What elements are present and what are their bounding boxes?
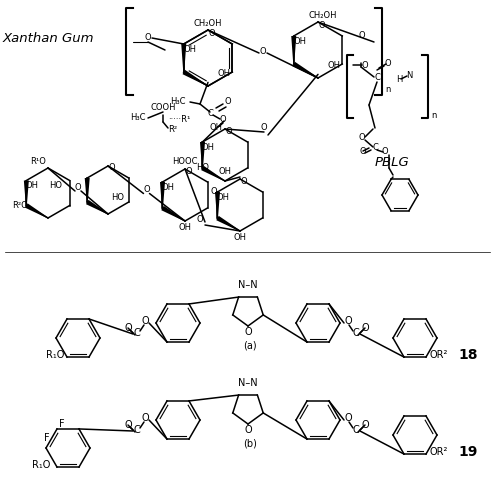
Text: OH: OH	[234, 234, 247, 242]
Polygon shape	[161, 206, 185, 222]
Text: O: O	[141, 316, 149, 326]
Polygon shape	[293, 62, 318, 78]
Text: R₁O: R₁O	[32, 460, 50, 470]
Text: OH: OH	[184, 45, 197, 54]
Text: O: O	[210, 188, 217, 196]
Text: H₃C: H₃C	[130, 114, 146, 122]
Text: OH: OH	[179, 224, 192, 232]
Text: C: C	[352, 328, 359, 338]
Text: n: n	[431, 112, 437, 120]
Polygon shape	[200, 142, 205, 168]
Polygon shape	[291, 36, 296, 64]
Text: O: O	[109, 164, 115, 172]
Text: O: O	[344, 413, 352, 423]
Text: N: N	[406, 70, 412, 80]
Text: N–N: N–N	[238, 378, 258, 388]
Text: O: O	[361, 323, 369, 333]
Polygon shape	[160, 182, 165, 208]
Text: O: O	[319, 20, 325, 30]
Text: R²: R²	[168, 126, 177, 134]
Text: ·····R¹: ·····R¹	[168, 116, 191, 124]
Text: O: O	[209, 28, 215, 38]
Polygon shape	[215, 192, 220, 218]
Text: O: O	[260, 46, 266, 56]
Text: O: O	[143, 185, 150, 194]
Text: H₃C: H₃C	[170, 98, 186, 106]
Text: O: O	[362, 60, 368, 70]
Text: C: C	[134, 328, 141, 338]
Text: HO: HO	[111, 192, 124, 202]
Text: HO: HO	[49, 181, 62, 190]
Polygon shape	[201, 166, 225, 182]
Text: O: O	[382, 148, 388, 156]
Text: R¹O: R¹O	[31, 158, 47, 166]
Text: O: O	[359, 134, 365, 142]
Text: O: O	[241, 178, 248, 186]
Text: O: O	[145, 34, 151, 42]
Text: R₁O: R₁O	[46, 350, 64, 360]
Text: CH₂OH: CH₂OH	[194, 18, 222, 28]
Text: 19: 19	[458, 445, 478, 459]
Text: OH: OH	[216, 192, 229, 202]
Text: OH: OH	[25, 181, 38, 190]
Text: O: O	[244, 327, 252, 337]
Text: Xanthan Gum: Xanthan Gum	[2, 32, 94, 44]
Text: O: O	[261, 122, 267, 132]
Text: O: O	[141, 413, 149, 423]
Text: O: O	[75, 184, 81, 192]
Text: O: O	[226, 128, 232, 136]
Text: (a): (a)	[243, 341, 257, 351]
Text: O: O	[244, 425, 252, 435]
Text: OR²: OR²	[430, 447, 448, 457]
Text: OH: OH	[294, 37, 306, 46]
Text: OH: OH	[201, 142, 214, 152]
Text: OH: OH	[217, 70, 231, 78]
Text: 18: 18	[458, 348, 478, 362]
Text: O: O	[360, 148, 366, 156]
Text: O: O	[186, 166, 193, 175]
Text: O: O	[197, 216, 203, 224]
Text: N–N: N–N	[238, 280, 258, 290]
Text: O: O	[225, 98, 231, 106]
Text: OH: OH	[209, 124, 222, 132]
Text: O: O	[344, 316, 352, 326]
Text: O: O	[124, 323, 132, 333]
Text: F: F	[58, 419, 64, 429]
Text: HOOC: HOOC	[172, 156, 198, 166]
Text: OH: OH	[218, 168, 232, 176]
Polygon shape	[24, 180, 29, 206]
Text: OH: OH	[328, 62, 341, 70]
Text: O: O	[220, 114, 226, 124]
Text: O: O	[359, 32, 365, 40]
Text: CH₂OH: CH₂OH	[309, 10, 337, 20]
Text: C: C	[372, 144, 378, 152]
Text: R²O: R²O	[12, 201, 28, 210]
Text: HO: HO	[197, 164, 209, 172]
Polygon shape	[216, 216, 240, 232]
Text: H: H	[396, 76, 402, 84]
Polygon shape	[181, 44, 186, 72]
Polygon shape	[25, 204, 48, 218]
Text: C: C	[352, 425, 359, 435]
Polygon shape	[86, 200, 108, 214]
Text: O: O	[385, 60, 392, 68]
Text: C: C	[207, 110, 213, 118]
Text: O: O	[124, 420, 132, 430]
Polygon shape	[85, 178, 90, 202]
Text: OH: OH	[161, 182, 174, 192]
Text: (b): (b)	[243, 439, 257, 449]
Text: C: C	[134, 425, 141, 435]
Text: C: C	[374, 74, 380, 82]
Text: OR²: OR²	[430, 350, 448, 360]
Text: F: F	[44, 433, 50, 443]
Text: n: n	[385, 86, 391, 94]
Polygon shape	[183, 70, 208, 86]
Text: PBLG: PBLG	[375, 156, 409, 168]
Text: O: O	[361, 420, 369, 430]
Text: COOH: COOH	[150, 104, 176, 112]
